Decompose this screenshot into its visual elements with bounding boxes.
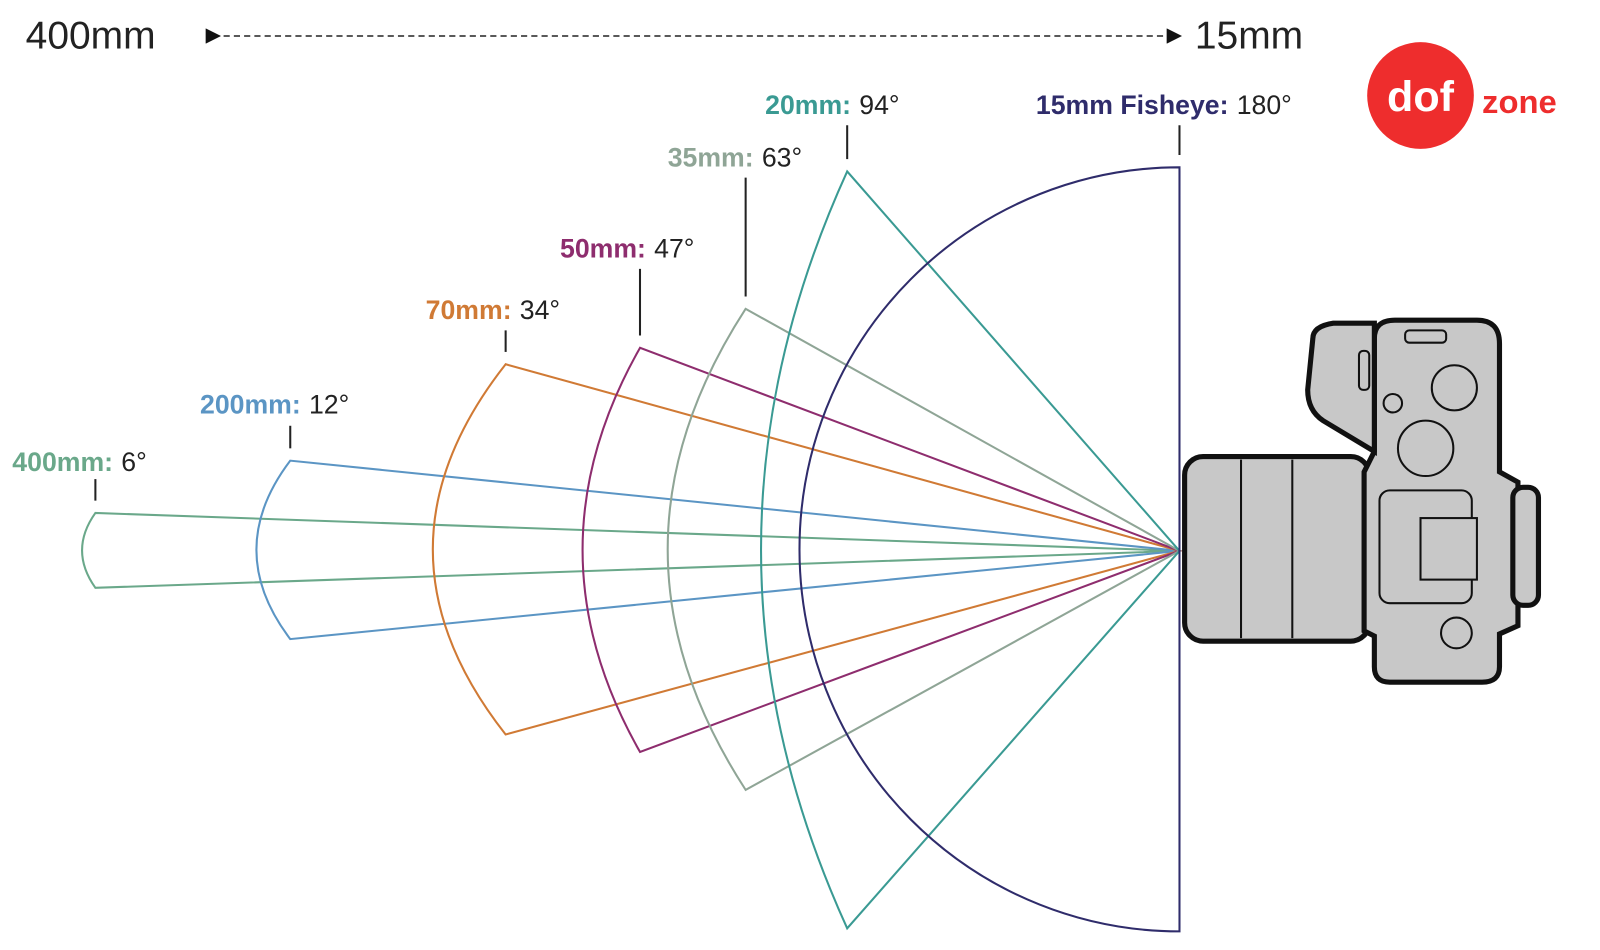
left-label: 400mm (26, 14, 156, 57)
lens-name: 35mm: (668, 142, 754, 172)
lens-angle: 63° (762, 142, 802, 172)
lens-label: 70mm: 34° (426, 295, 560, 325)
cone (798, 166, 1181, 933)
cone (581, 346, 1183, 754)
lens-name: 70mm: (426, 295, 512, 325)
logo-dof: dof (1387, 73, 1455, 121)
lens-label: 50mm: 47° (560, 234, 694, 264)
lens-name: 15mm Fisheye: (1036, 90, 1229, 120)
cone (760, 169, 1181, 931)
cones: 400mm: 6° 200mm: 12° 70mm: 34° 50mm: 47° 35mm: 63… (12, 90, 1292, 933)
cone (431, 363, 1184, 736)
lens-label: 35mm: 63° (668, 142, 802, 172)
lens-label: 15mm Fisheye: 180° (1036, 90, 1292, 120)
logo: dof zone (1367, 42, 1557, 149)
lens-angle: 34° (520, 295, 560, 325)
cone (666, 307, 1182, 792)
lens-name: 200mm: (200, 389, 301, 419)
lens-angle: 94° (859, 90, 899, 120)
lens-angle: 180° (1237, 90, 1292, 120)
logo-zone: zone (1482, 83, 1557, 120)
right-label: 15mm (1195, 14, 1303, 57)
logo-circle (1367, 42, 1474, 149)
lens-label: 200mm: 12° (200, 389, 349, 419)
lens-name: 400mm: (12, 447, 113, 477)
lens-name: 50mm: (560, 234, 646, 264)
lens-label: 400mm: 6° (12, 447, 146, 477)
cone (255, 459, 1180, 641)
camera (1182, 317, 1542, 685)
lens-angle: 47° (654, 234, 694, 264)
lens-label: 20mm: 94° (765, 90, 899, 120)
cone (81, 511, 1180, 589)
lens-angle: 6° (121, 447, 147, 477)
lens-angle: 12° (309, 389, 349, 419)
lens-name: 20mm: (765, 90, 851, 120)
